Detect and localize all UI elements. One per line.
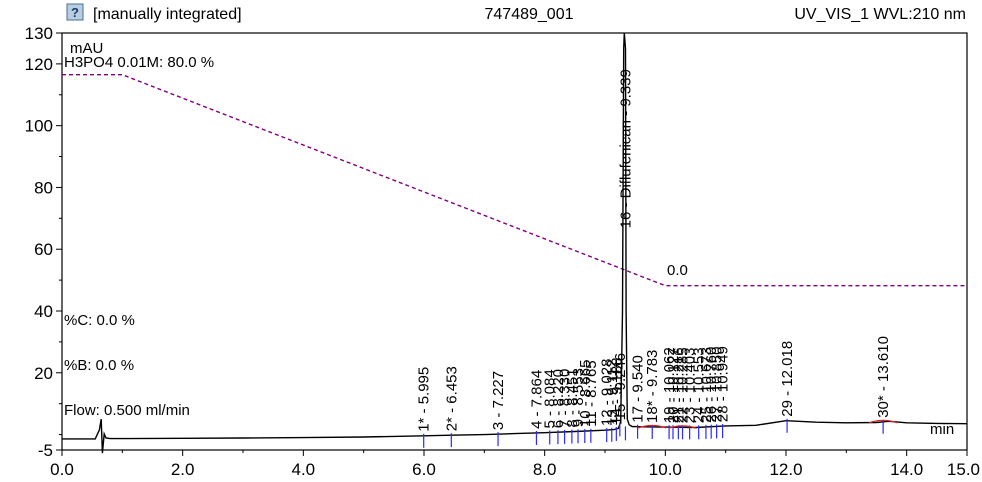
channel-label: UV_VIS_1 WVL:210 nm xyxy=(794,6,966,23)
peak-label: 9 - 8.553 xyxy=(570,368,587,427)
peak-label: 26 - 10.760 xyxy=(703,347,720,423)
integration-mark xyxy=(638,424,667,429)
peak-label: 22 - 10.285 xyxy=(675,347,692,423)
peak-label: 5 - 8.084 xyxy=(542,369,559,428)
integration-mark xyxy=(668,425,697,429)
y-tick-label: 40 xyxy=(34,302,53,321)
peak-label: 7 - 8.330 xyxy=(557,369,574,428)
x-unit-label: min xyxy=(930,421,954,438)
integration-mark xyxy=(868,419,898,424)
series-layer xyxy=(62,32,968,454)
gradient-series-line xyxy=(62,74,967,287)
peak-layer: 1* - 5.995 2* - 6.453 3 - 7.227 4 - 7.8645 … xyxy=(416,69,898,448)
peak-label: 15 - 9.246 xyxy=(612,353,629,421)
peak-label: 11 - 8.765 xyxy=(583,360,600,426)
peak-label: 28 - 10.949 xyxy=(715,346,732,422)
y-tick-label: -5 xyxy=(38,441,53,460)
y-tick-label: 60 xyxy=(34,240,53,259)
x-tick-label: 10.0 xyxy=(649,460,682,479)
eluent-c-label: %C: 0.0 % xyxy=(64,312,135,329)
x-tick-label: 6.0 xyxy=(412,460,436,479)
sample-id: 747489_001 xyxy=(485,6,574,23)
y-tick-label: 20 xyxy=(34,364,53,383)
peak-label: 29 - 12.018 xyxy=(779,341,796,417)
y-unit-label: mAU xyxy=(70,40,103,57)
chart-annotations: mAU H3PO4 0.01M: 80.0 % 0.0 %C: 0.0 % %B… xyxy=(64,40,954,438)
gradient-end-label: 0.0 xyxy=(667,262,688,279)
x-tick-label: 0.0 xyxy=(50,460,74,479)
peak-label: 21 - 10.216 xyxy=(670,347,687,423)
flow-label: Flow: 0.500 ml/min xyxy=(64,402,190,419)
peak-label: 12 - 9.028 xyxy=(599,359,616,427)
peak-label: 23 - 10.403 xyxy=(682,347,699,423)
peak-label: 3 - 7.227 xyxy=(490,371,507,430)
peak-label: 1* - 5.995 xyxy=(416,367,433,432)
peak-label: 2* - 6.453 xyxy=(443,366,460,431)
x-tick-label: 15.0 xyxy=(947,460,980,479)
peak-label: 27 - 10.850 xyxy=(709,346,726,422)
peak-label: 8 - 8.451 xyxy=(564,368,581,427)
plot-frame xyxy=(61,32,968,451)
peak-label: 16 - Diflufenican - 9.339 xyxy=(618,69,635,228)
integration-status: [manually integrated] xyxy=(93,6,242,23)
signal-series-line xyxy=(62,32,968,454)
peak-label: 4 - 7.864 xyxy=(529,370,546,429)
peak-label: 17 - 9.540 xyxy=(630,355,647,423)
x-tick-label: 4.0 xyxy=(292,460,316,479)
peak-label: 20 - 10.127 xyxy=(665,347,682,423)
peak-label: 13 - 9.112 xyxy=(604,359,621,425)
peak-label: 25 - 10.673 xyxy=(698,347,715,423)
peak-label: 18* - 9.783 xyxy=(644,350,661,423)
y-tick-label: 80 xyxy=(34,178,53,197)
y-axis: -5 20 40 60 80 100 120 130 xyxy=(25,24,62,460)
peak-label: 6 - 8.220 xyxy=(550,369,567,428)
y-tick-label: 120 xyxy=(25,55,53,74)
x-axis: 0.0 2.0 4.0 6.0 8.0 10.0 12.0 14.0 15.0 xyxy=(50,450,980,479)
peak-label: 14 - 9.188 xyxy=(608,357,625,425)
x-tick-label: 12.0 xyxy=(769,460,802,479)
y-tick-label: 130 xyxy=(25,24,53,43)
svg-text:?: ? xyxy=(71,5,79,20)
help-question-icon[interactable]: ? xyxy=(66,3,84,21)
chart-header: ? [manually integrated] 747489_001 UV_VI… xyxy=(66,3,966,23)
x-tick-label: 2.0 xyxy=(171,460,195,479)
x-tick-label: 14.0 xyxy=(890,460,923,479)
x-tick-label: 8.0 xyxy=(533,460,557,479)
peak-label: 10 - 8.665 xyxy=(577,360,594,428)
y-tick-label: 100 xyxy=(25,117,53,136)
peak-label: 30* - 13.610 xyxy=(875,336,892,418)
peak-label: 24 - 10.553 xyxy=(691,347,708,423)
peak-label: 19 - 10.062 xyxy=(661,347,678,423)
eluent-a-label: H3PO4 0.01M: 80.0 % xyxy=(64,54,214,71)
eluent-b-label: %B: 0.0 % xyxy=(64,357,134,374)
